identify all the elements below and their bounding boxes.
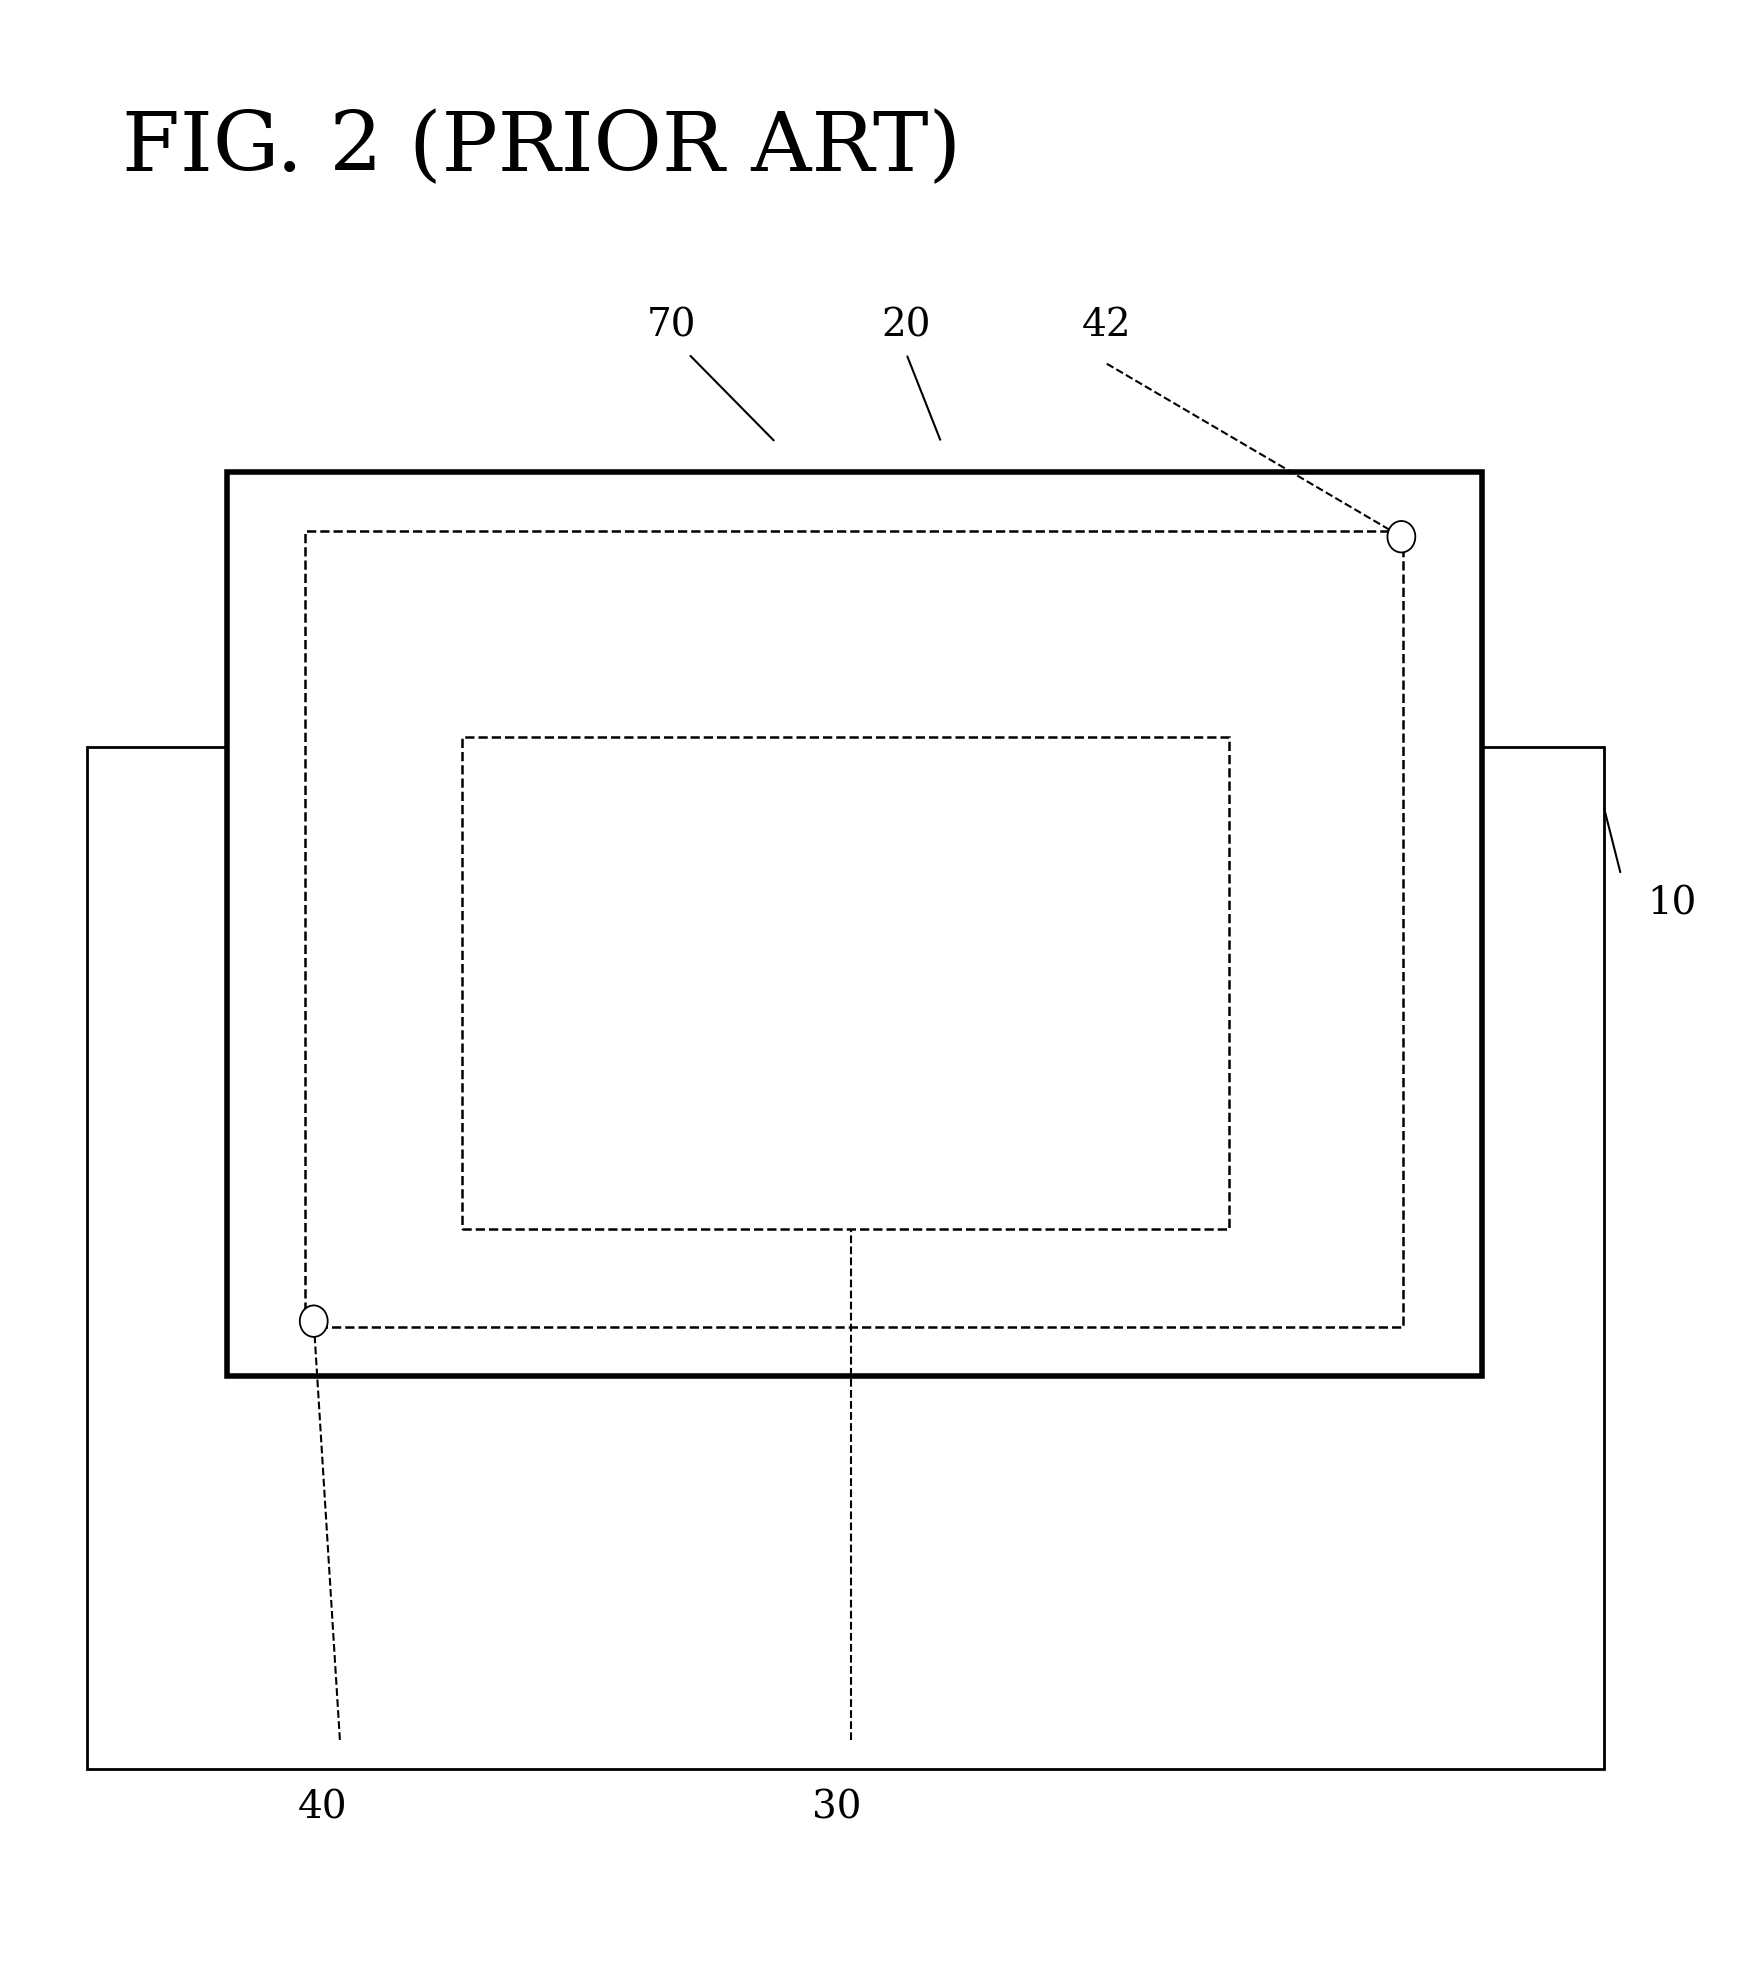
Bar [87,747,1604,1769]
Text: FIG. 2 (PRIOR ART): FIG. 2 (PRIOR ART) [122,108,960,189]
Bar [305,531,1403,1327]
Text: 40: 40 [298,1789,347,1826]
Circle shape [1387,521,1415,552]
Bar [462,737,1229,1229]
Text: 20: 20 [882,307,931,344]
Bar [227,472,1482,1376]
Text: 42: 42 [1082,307,1131,344]
Text: 70: 70 [647,307,695,344]
Text: 10: 10 [1647,887,1696,922]
Text: 30: 30 [812,1789,861,1826]
Circle shape [300,1305,328,1337]
